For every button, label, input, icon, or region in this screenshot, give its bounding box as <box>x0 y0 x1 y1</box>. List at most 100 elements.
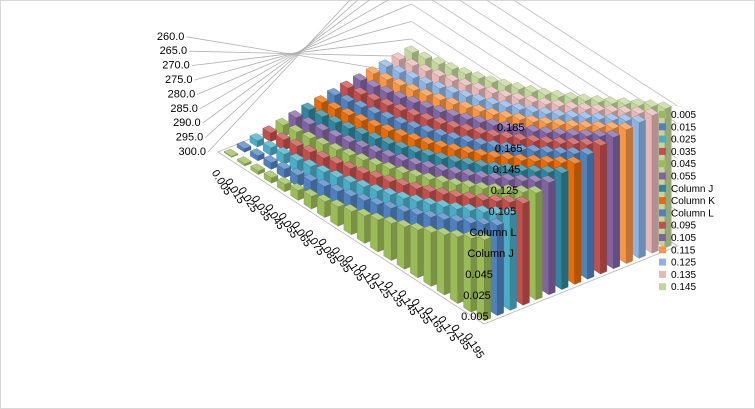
z-tick-label: 295.0 <box>176 132 204 144</box>
bar-top-2-8 <box>356 179 371 188</box>
bar-top-7-6 <box>393 128 409 137</box>
bar-top-12-8 <box>485 97 500 105</box>
bar-top-14-2 <box>431 57 446 65</box>
bar-top-3-5 <box>329 156 344 164</box>
depth-tick-label: 0.005 <box>461 311 489 323</box>
bar-top-2-6 <box>329 170 344 178</box>
bar-top-7-9 <box>433 140 449 148</box>
bar-top-1-12 <box>396 204 411 213</box>
bar-side-11-19 <box>626 127 633 264</box>
bar-side-13-19 <box>651 112 659 254</box>
bar-top-1-3 <box>276 161 292 170</box>
legend-swatch <box>659 270 666 278</box>
legend-label: 0.145 <box>671 282 696 293</box>
legend-label: 0.055 <box>671 172 696 183</box>
bar-top-0-2 <box>250 163 265 172</box>
z-tick-label: 285.0 <box>170 103 198 115</box>
bar-top-7-2 <box>340 107 356 116</box>
bar-top-12-19 <box>631 115 646 123</box>
bar-top-4-4 <box>328 142 344 151</box>
bar-top-8-4 <box>380 111 395 119</box>
bar-top-4-6 <box>355 152 370 161</box>
bar-top-5-5 <box>354 139 370 148</box>
legend-swatch <box>659 172 666 180</box>
bar-top-0-0 <box>223 148 239 157</box>
bar-side-5-19 <box>548 179 556 296</box>
bar-top-2-11 <box>395 191 411 200</box>
bar-top-1-2 <box>263 155 278 163</box>
depth-tick-label: 0.165 <box>495 143 523 155</box>
bar-top-10-7 <box>445 108 461 117</box>
legend-label: 0.095 <box>671 221 696 232</box>
bar-top-4-19 <box>528 185 543 194</box>
z-axis-leader <box>207 0 351 153</box>
legend-label: 0.005 <box>671 110 696 121</box>
bar-side-12-19 <box>638 119 646 259</box>
bar-top-1-8 <box>343 188 358 197</box>
bar-top-9-7 <box>433 116 448 125</box>
bar-top-11-9 <box>485 107 500 116</box>
legend-label: 0.045 <box>671 159 696 170</box>
bar-side-0-16 <box>444 232 451 296</box>
depth-tick-label: Column L <box>470 227 517 239</box>
bar-top-8-6 <box>406 120 422 129</box>
legend-swatch <box>659 234 666 241</box>
legend-label: 0.015 <box>671 122 696 133</box>
bar-top-6-2 <box>327 115 343 124</box>
bar-top-14-1 <box>417 51 433 60</box>
bar-top-0-14 <box>410 222 425 231</box>
bar-top-9-9 <box>459 123 475 132</box>
bar-top-3-10 <box>395 178 411 186</box>
bar-front-0-14 <box>410 225 418 279</box>
bar-top-12-3 <box>418 76 434 85</box>
bar-top-4-5 <box>341 148 357 156</box>
bar-top-0-1 <box>237 156 252 165</box>
bar-top-9-3 <box>379 98 395 107</box>
bar-top-3-1 <box>275 132 291 141</box>
bar-top-3-11 <box>408 181 424 190</box>
bar-top-12-2 <box>405 71 420 79</box>
z-tick-label: 300.0 <box>178 146 206 158</box>
bar-top-6-6 <box>381 136 396 145</box>
legend-swatch <box>659 197 666 205</box>
bar-top-5-7 <box>381 149 396 158</box>
bar-top-2-2 <box>276 146 291 155</box>
bar-top-9-0 <box>339 80 355 89</box>
depth-tick-label: 0.185 <box>497 122 525 134</box>
bar-top-5-6 <box>368 144 383 153</box>
bar-top-9-6 <box>419 112 435 121</box>
bar-top-8-3 <box>366 106 382 114</box>
bar-side-0-11 <box>377 217 385 253</box>
bar-top-2-0 <box>249 133 265 141</box>
bar-top-10-3 <box>392 91 408 99</box>
bar-top-0-12 <box>383 216 398 225</box>
bar-top-2-10 <box>382 187 398 196</box>
bar-side-0-14 <box>417 227 425 279</box>
bar-top-5-19 <box>541 175 556 183</box>
bar-top-5-2 <box>314 123 330 131</box>
legend-swatch <box>659 221 666 229</box>
bar-front-0-11 <box>370 215 379 253</box>
bar-top-7-7 <box>407 132 422 141</box>
bar-top-1-10 <box>369 197 385 206</box>
legend-label: 0.135 <box>671 270 696 281</box>
bar-side-6-19 <box>561 170 569 290</box>
bar-top-6-10 <box>434 151 449 160</box>
bar-front-0-10 <box>357 211 365 244</box>
bar-top-1-7 <box>329 184 345 192</box>
bar-top-3-9 <box>382 174 397 183</box>
bar-top-0-5 <box>290 183 305 191</box>
bar-top-10-5 <box>419 100 434 109</box>
bar-top-4-3 <box>315 137 330 146</box>
bar-top-11-2 <box>392 78 407 87</box>
bar-top-10-9 <box>472 115 488 124</box>
bar-front-0-15 <box>423 227 432 287</box>
bar-top-13-3 <box>431 69 446 77</box>
bar-side-7-19 <box>574 161 582 285</box>
legend-swatch <box>659 209 666 217</box>
bar-side-0-8 <box>337 204 345 227</box>
bar-top-13-8 <box>497 89 513 98</box>
legend-swatch <box>659 147 666 155</box>
bar-top-1-0 <box>236 141 252 149</box>
bar-side-0-9 <box>351 208 358 236</box>
